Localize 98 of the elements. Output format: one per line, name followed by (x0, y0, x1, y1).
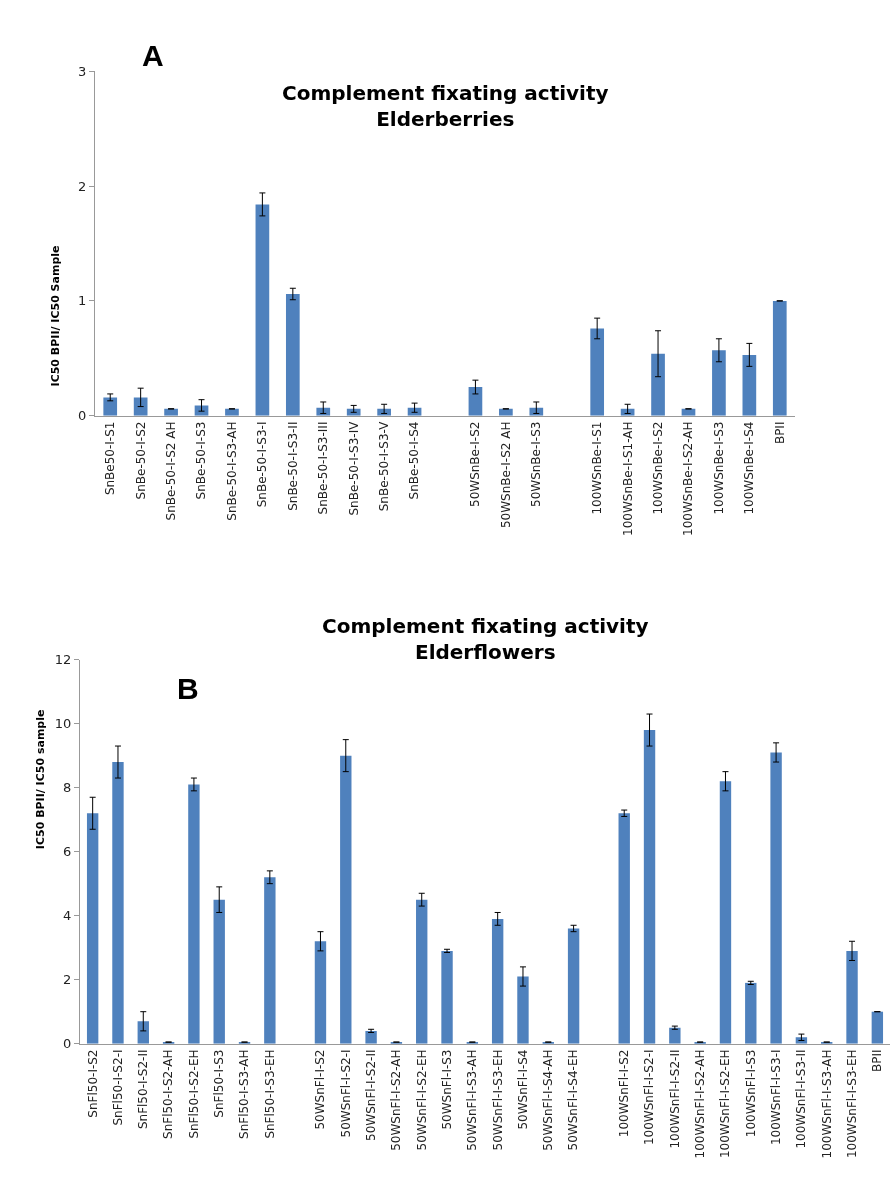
bar (340, 755, 352, 1044)
bar (188, 784, 200, 1044)
x-tick-label: SnBe-50-I-S3-I (255, 421, 270, 508)
bar (133, 397, 148, 416)
x-tick-label: 100WSnFl-I-S3-I (768, 1049, 783, 1146)
x-tick-label: 50WSnFl-I-S4 (515, 1049, 530, 1130)
bar (846, 950, 858, 1044)
x-tick-label: 100WSnFl-I-S3-II (794, 1049, 809, 1149)
x-tick-label: 50WSnFl-I-S3-EH (490, 1049, 505, 1151)
x-tick-label: SnBe-50-I-S3-II (285, 421, 300, 511)
bar (618, 813, 630, 1044)
x-tick-label: 100WSnFl-I-S2-I (642, 1049, 657, 1146)
x-tick-label: 50WSnFl-I-S2-I (338, 1049, 353, 1138)
x-tick-label: BPII (772, 421, 787, 445)
x-tick-label: 100WSnBe-I-S2 (650, 421, 665, 515)
bar (719, 781, 732, 1044)
x-tick-label: SnFl50-I-S3 (212, 1049, 227, 1118)
bar (871, 1011, 884, 1044)
x-tick-label: SnBe-50-I-S4 (407, 421, 422, 500)
bar (441, 950, 453, 1044)
x-tick-label: SnBe-50-I-S3 (194, 421, 209, 500)
x-tick-label: 100WSnFl-I-S2-II (667, 1049, 682, 1149)
x-tick-label: 50WSnFl-I-S4-AH (541, 1049, 556, 1151)
annotation: A (142, 39, 164, 72)
bar (213, 899, 225, 1044)
x-tick-label: 100WSnBe-I-S2-AH (681, 421, 696, 536)
y-tick-label: 10 (54, 716, 72, 732)
x-tick-label: 100WSnFl-I-S2-EH (718, 1049, 733, 1159)
x-tick-label: 50WSnBe-I-S2 (468, 421, 483, 507)
y-tick-label: 3 (78, 63, 87, 79)
x-tick-label: 100WSnBe-I-S1-AH (620, 421, 635, 536)
x-tick-label: 100WSnFl-I-S3 (743, 1049, 758, 1138)
x-tick-label: 100WSnFl-I-S2-AH (693, 1049, 708, 1159)
bar (745, 982, 757, 1044)
x-tick-label: SnFl50-I-S3-EH (262, 1049, 277, 1139)
bar (742, 354, 757, 416)
x-tick-label: SnBe-50-I-S2 AH (163, 421, 178, 521)
y-tick-label: 0 (78, 408, 87, 424)
bar (643, 730, 656, 1044)
x-tick-label: SnFl50-I-S2-II (136, 1049, 151, 1130)
bar (255, 204, 270, 416)
bar (517, 976, 529, 1044)
bar (314, 941, 327, 1044)
y-tick-label: 1 (78, 293, 87, 309)
y-tick-label: 2 (63, 972, 72, 988)
bar (86, 813, 99, 1044)
bar (712, 350, 726, 416)
x-tick-label: SnFl50-I-S3-AH (237, 1049, 252, 1139)
y-axis-title: IC50 BPII/ IC50 sample (33, 709, 47, 850)
text: Complement fixating activity Elderberries (282, 81, 609, 131)
y-tick-label: 8 (63, 780, 72, 796)
x-tick-label: BPII (870, 1049, 885, 1073)
x-tick-label: SnBe50-I-S1 (103, 421, 118, 496)
x-tick-label: SnFl50-I-S2-EH (186, 1049, 201, 1139)
x-tick-label: SnFl50-I-S2-AH (161, 1049, 176, 1139)
bar (651, 353, 665, 416)
y-tick-label: 12 (54, 652, 72, 668)
x-tick-label: SnBe-50-I-S3-IV (346, 420, 361, 516)
y-axis-title: IC50 BPII/ IC50 Sample (48, 245, 62, 387)
x-tick-label: 100WSnBe-I-S3 (711, 421, 726, 515)
x-tick-label: 50WSnFl-I-S2-II (363, 1049, 378, 1141)
x-tick-label: 50WSnBe-I-S3 (529, 421, 544, 507)
x-tick-label: SnBe-50-I-S3-III (316, 421, 331, 515)
bar (590, 328, 605, 416)
bar (567, 928, 580, 1044)
bar (103, 397, 118, 416)
annotation: B (177, 672, 199, 705)
y-tick-label: 2 (78, 178, 87, 194)
x-tick-label: 100WSnFl-I-S3-AH (819, 1049, 834, 1159)
x-tick-label: 100WSnBe-I-S1 (590, 421, 605, 515)
x-tick-label: 100WSnFl-I-S2 (617, 1049, 632, 1138)
x-tick-label: SnFl50-I-S2 (85, 1049, 100, 1118)
chart-title: Complement fixating activity Elderflowers (322, 614, 649, 664)
bar (772, 300, 787, 416)
x-tick-label: 100WSnBe-I-S4 (742, 421, 757, 515)
x-tick-label: 50WSnFl-I-S2-AH (389, 1049, 404, 1151)
bar (112, 762, 124, 1044)
y-tick-label: 4 (63, 908, 72, 924)
x-tick-label: 50WSnFl-I-S3 (439, 1049, 454, 1130)
x-tick-label: 50WSnFl-I-S4-EH (566, 1049, 581, 1151)
y-tick-label: 6 (63, 844, 72, 860)
x-tick-label: SnBe-50-I-S2 (133, 421, 148, 500)
bar (669, 1027, 681, 1044)
x-tick-label: 50WSnFl-I-S2 (313, 1049, 328, 1130)
bar (365, 1030, 377, 1044)
bar (285, 294, 300, 416)
bar (770, 752, 782, 1044)
x-tick-label: 100WSnFl-I-S3-EH (844, 1049, 859, 1159)
x-tick-label: SnFl50-I-S2-I (110, 1049, 125, 1126)
bar (416, 899, 428, 1044)
bar (491, 918, 504, 1044)
x-tick-label: 50WSnFl-I-S3-AH (465, 1049, 480, 1151)
x-tick-label: SnBe-50-I-S3-AH (224, 421, 239, 521)
x-tick-label: 50WSnBe-I-S2 AH (498, 421, 513, 529)
x-tick-label: SnBe-50-I-S3-V (377, 420, 392, 512)
bar (264, 877, 276, 1044)
y-tick-label: 0 (63, 1036, 72, 1052)
x-tick-label: 50WSnFl-I-S2-EH (414, 1049, 429, 1151)
